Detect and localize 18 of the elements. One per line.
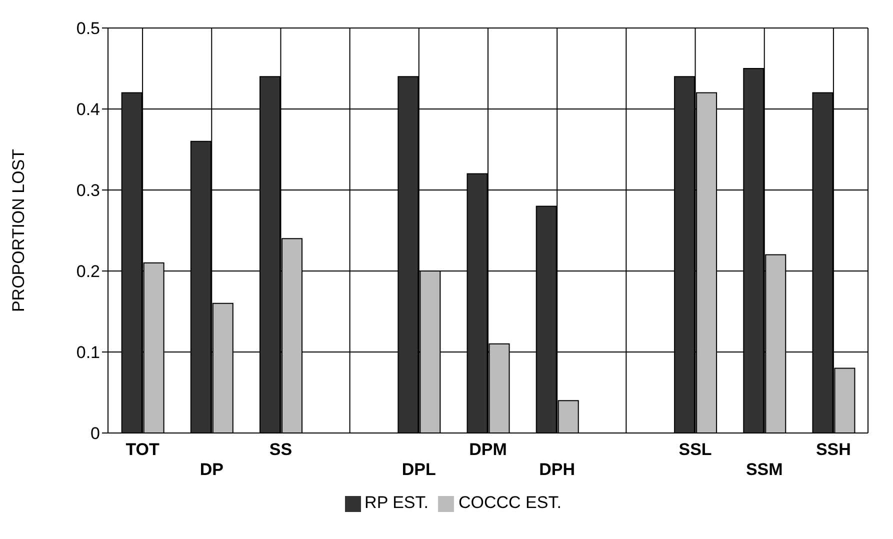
y-axis-title: PROPORTION LOST — [9, 148, 28, 312]
x-tick-label: SSL — [678, 440, 712, 459]
y-tick-label: 0.2 — [76, 262, 100, 282]
legend-label: COCCC EST. — [458, 493, 562, 512]
y-tick-label: 0.1 — [76, 343, 100, 362]
legend-label: RP EST. — [364, 493, 428, 512]
x-tick-label: TOT — [126, 440, 160, 459]
x-tick-label: SS — [269, 440, 292, 459]
x-tick-label: DPM — [469, 440, 507, 459]
x-tick-label: DPL — [402, 460, 436, 479]
x-tick-label: SSH — [816, 440, 851, 459]
x-tick-label: DP — [200, 460, 224, 479]
x-tick-label: DPH — [539, 460, 576, 479]
y-tick-label: 0.5 — [76, 19, 100, 38]
y-tick-label: 0 — [90, 424, 100, 444]
y-tick-label: 0.4 — [76, 100, 100, 120]
y-tick-label: 0.3 — [76, 181, 100, 200]
x-tick-label: SSM — [746, 460, 783, 479]
